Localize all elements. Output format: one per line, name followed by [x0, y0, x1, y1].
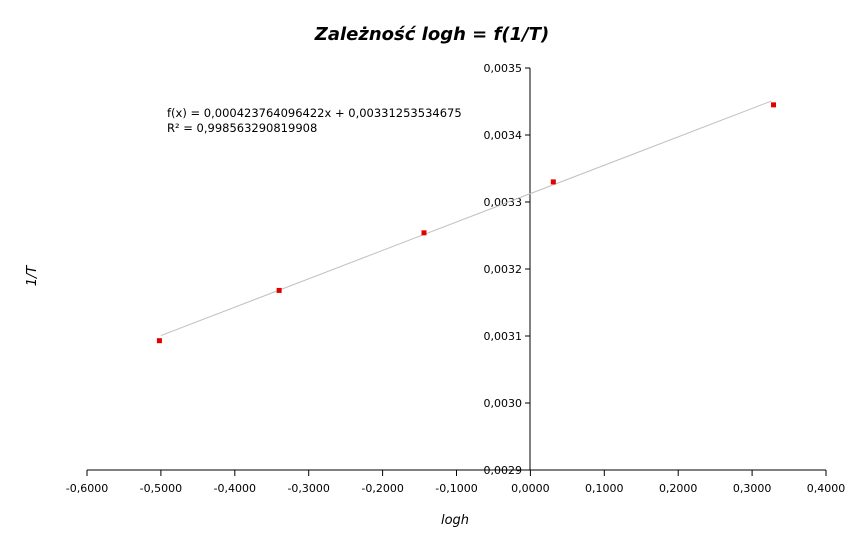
data-point	[156, 338, 162, 344]
y-axis-title: 1/T	[25, 265, 40, 287]
y-tick-label: 0,0033	[484, 196, 523, 209]
x-tick-label: 0,3000	[733, 482, 772, 495]
y-tick-label: 0,0032	[484, 263, 523, 276]
x-tick-label: 0,4000	[807, 482, 846, 495]
data-point	[421, 230, 427, 236]
x-ticks: -0,6000 -0,5000 -0,4000 -0,3000 -0,2000 -0,10…	[66, 470, 845, 495]
trendline-equation: f(x) = 0,000423764096422x + 0,0033125353…	[167, 106, 462, 120]
data-point	[276, 287, 282, 293]
y-tick-label: 0,0029	[484, 464, 523, 477]
x-tick-label: -0,5000	[140, 482, 182, 495]
data-point	[771, 102, 777, 108]
data-point	[550, 179, 556, 185]
x-tick-label: -0,6000	[66, 482, 108, 495]
chart-title: Zależność logh = f(1/T)	[314, 24, 549, 45]
y-tick-label: 0,0034	[484, 129, 523, 142]
trendline	[160, 100, 772, 337]
x-axis-title: logh	[441, 513, 469, 528]
x-tick-label: 0,2000	[659, 482, 698, 495]
x-tick-label: -0,1000	[435, 482, 477, 495]
x-tick-label: -0,2000	[361, 482, 403, 495]
y-ticks: 0,0029 0,0030 0,0031 0,0032 0,0033 0,0034 0,00…	[484, 62, 530, 477]
y-tick-label: 0,0035	[484, 62, 523, 75]
x-tick-label: 0,1000	[585, 482, 624, 495]
r-squared-label: R² = 0,998563290819908	[167, 121, 317, 135]
y-tick-label: 0,0031	[484, 330, 523, 343]
data-points	[156, 102, 777, 344]
y-tick-label: 0,0030	[484, 397, 523, 410]
x-tick-label: -0,3000	[287, 482, 329, 495]
x-tick-label: -0,4000	[214, 482, 256, 495]
x-tick-label: 0,0000	[511, 482, 550, 495]
